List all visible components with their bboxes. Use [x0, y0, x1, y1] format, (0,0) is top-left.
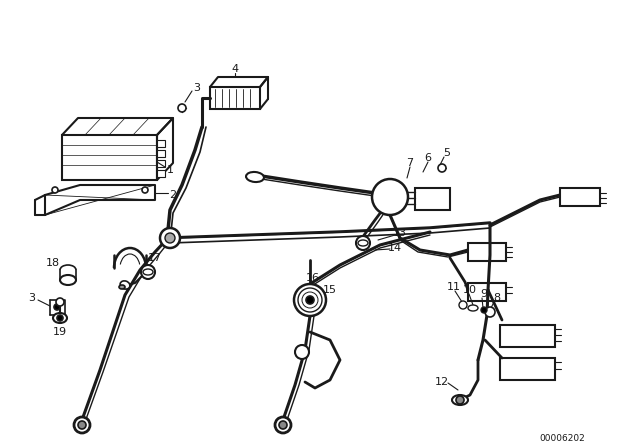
Text: 18: 18: [46, 258, 60, 268]
Ellipse shape: [358, 240, 368, 246]
Circle shape: [294, 284, 326, 316]
Ellipse shape: [53, 313, 67, 323]
Circle shape: [485, 307, 495, 317]
Ellipse shape: [119, 285, 125, 289]
Text: 8: 8: [493, 293, 500, 303]
Bar: [62, 135, 157, 180]
Bar: [500, 358, 555, 380]
Text: 6: 6: [424, 153, 431, 163]
Circle shape: [306, 296, 314, 304]
Ellipse shape: [60, 275, 76, 285]
Circle shape: [141, 265, 155, 279]
Bar: [468, 243, 506, 261]
Circle shape: [54, 304, 60, 310]
Circle shape: [56, 298, 64, 306]
Text: 5: 5: [444, 148, 451, 158]
Circle shape: [275, 417, 291, 433]
Bar: [157, 160, 165, 167]
Text: 12: 12: [435, 377, 449, 387]
Circle shape: [295, 345, 309, 359]
Bar: [157, 150, 165, 157]
Text: 15: 15: [323, 285, 337, 295]
Text: 10: 10: [463, 285, 477, 295]
Circle shape: [438, 164, 446, 172]
Bar: [210, 87, 260, 109]
Circle shape: [57, 315, 63, 321]
Circle shape: [178, 104, 186, 112]
Circle shape: [372, 179, 408, 215]
Bar: [157, 140, 165, 147]
Circle shape: [302, 292, 318, 308]
Ellipse shape: [120, 281, 130, 289]
Text: 16: 16: [306, 273, 320, 283]
Circle shape: [78, 421, 86, 429]
Text: 17: 17: [148, 253, 162, 263]
Ellipse shape: [468, 305, 478, 311]
Bar: [500, 325, 555, 347]
Ellipse shape: [452, 395, 468, 405]
Circle shape: [298, 288, 322, 312]
Text: 7: 7: [406, 158, 413, 168]
Text: 3: 3: [29, 293, 35, 303]
Text: 00006202: 00006202: [540, 434, 585, 443]
Ellipse shape: [143, 269, 153, 275]
Circle shape: [165, 233, 175, 243]
Text: 2: 2: [170, 190, 177, 200]
Circle shape: [279, 421, 287, 429]
Ellipse shape: [246, 172, 264, 182]
Circle shape: [74, 417, 90, 433]
Bar: [468, 283, 506, 301]
Text: 1: 1: [166, 165, 173, 175]
Circle shape: [456, 396, 464, 404]
Bar: [415, 188, 450, 210]
Circle shape: [160, 228, 180, 248]
Text: 13: 13: [393, 228, 407, 238]
Text: 3: 3: [193, 83, 200, 93]
Text: 4: 4: [232, 64, 239, 74]
Circle shape: [481, 307, 487, 313]
Bar: [560, 188, 600, 206]
Text: 14: 14: [388, 243, 402, 253]
Circle shape: [142, 187, 148, 193]
Text: 9: 9: [481, 289, 488, 299]
Bar: [157, 170, 165, 177]
Text: 11: 11: [447, 282, 461, 292]
Circle shape: [356, 236, 370, 250]
Circle shape: [459, 301, 467, 309]
Text: 19: 19: [53, 327, 67, 337]
Circle shape: [52, 187, 58, 193]
